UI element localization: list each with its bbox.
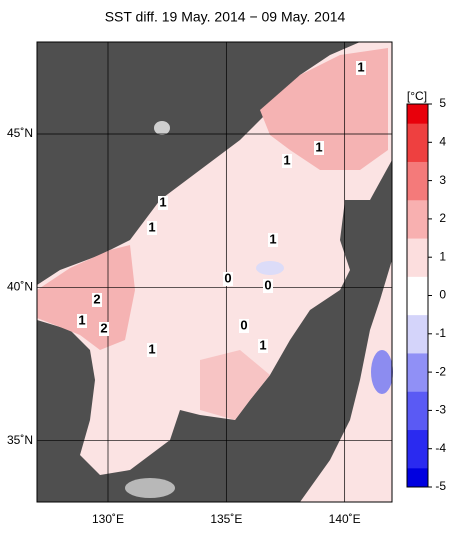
island — [125, 478, 175, 498]
contour-label: 1 — [148, 219, 155, 234]
map-frame — [36, 41, 393, 503]
colorbar-tick-label: 5 — [439, 96, 446, 110]
colorbar-step — [407, 372, 428, 392]
colorbar-step — [407, 180, 428, 201]
colorbar: 5 4 3 2 1 0 -1 -2 -3 -4 -5 — [406, 96, 446, 493]
colorbar-tick-label: 4 — [439, 134, 446, 148]
contour-label-bg — [99, 322, 109, 336]
colorbar-step — [407, 448, 428, 469]
colorbar-tick-label: -4 — [435, 441, 446, 455]
colorbar-tick-label: 3 — [439, 173, 446, 187]
colorbar-step — [407, 429, 428, 450]
contour-label-bg — [239, 319, 249, 333]
contour-label-bg — [258, 339, 268, 353]
sea-warm — [37, 245, 135, 350]
colorbar-step — [407, 238, 428, 258]
colorbar-tick-label: -2 — [435, 364, 446, 378]
colorbar-step — [407, 104, 428, 124]
sea-cold — [371, 350, 393, 394]
lat-label: 45˚N — [7, 126, 33, 140]
lat-label: 40˚N — [7, 280, 33, 294]
contour-label: 1 — [259, 337, 266, 352]
lon-label: 135˚E — [210, 512, 242, 526]
contour-label: 1 — [148, 341, 155, 356]
colorbar-unit: [°C] — [407, 89, 427, 103]
colorbar-tick-label: -3 — [435, 403, 446, 417]
contour-label-bg — [268, 233, 278, 247]
colorbar-step — [407, 276, 428, 296]
sea-warm — [200, 350, 270, 420]
contour-label-bg — [223, 272, 233, 286]
colorbar-tick-label: -5 — [435, 479, 446, 493]
colorbar-step — [407, 295, 428, 316]
colorbar-step — [407, 352, 428, 373]
lon-label: 140˚E — [329, 512, 361, 526]
colorbar-step — [407, 467, 428, 488]
contour-label-bg — [356, 61, 366, 75]
contour-label: 1 — [283, 152, 290, 167]
colorbar-step — [407, 314, 428, 335]
colorbar-step — [407, 333, 428, 354]
colorbar-step — [407, 218, 428, 239]
colorbar-step — [407, 123, 428, 143]
sea-warm — [260, 48, 388, 170]
contour-label-bg — [92, 293, 102, 307]
contour-label: 2 — [93, 291, 100, 306]
contour-label-bg — [282, 154, 292, 168]
colorbar-step — [407, 410, 428, 431]
colorbar-step — [407, 257, 428, 277]
contour-label: 0 — [264, 277, 271, 292]
colorbar-step — [407, 199, 428, 220]
contour-label-bg — [77, 314, 87, 328]
contour-label-bg — [158, 196, 168, 210]
lon-label: 130˚E — [92, 512, 124, 526]
contour-label: 1 — [315, 139, 322, 154]
title: SST diff. 19 May. 2014 − 09 May. 2014 — [105, 9, 346, 25]
colorbar-tick-label: 2 — [439, 211, 446, 225]
contour-label: 1 — [78, 312, 85, 327]
colorbar-tick-label: -1 — [435, 326, 446, 340]
contour-label: 2 — [100, 320, 107, 335]
sea — [300, 260, 392, 502]
colorbar-step — [407, 142, 428, 162]
colorbar-tick-label: 1 — [439, 249, 446, 263]
colorbar-tick-label: 0 — [439, 288, 446, 302]
contour-label-bg — [147, 343, 157, 357]
contour-label: 1 — [269, 231, 276, 246]
colorbar-step — [407, 391, 428, 411]
map — [37, 42, 393, 502]
contour-label: 1 — [159, 194, 166, 209]
contour-label: 0 — [240, 317, 247, 332]
lat-label: 35˚N — [7, 433, 33, 447]
contour-label-bg — [147, 221, 157, 235]
colorbar-step — [407, 161, 428, 182]
contour-label: 1 — [357, 59, 364, 74]
contour-label-bg — [314, 141, 324, 155]
island — [154, 121, 170, 135]
sea-cool — [256, 261, 284, 275]
contour-label-bg — [263, 279, 273, 293]
contour-label: 0 — [224, 270, 231, 285]
